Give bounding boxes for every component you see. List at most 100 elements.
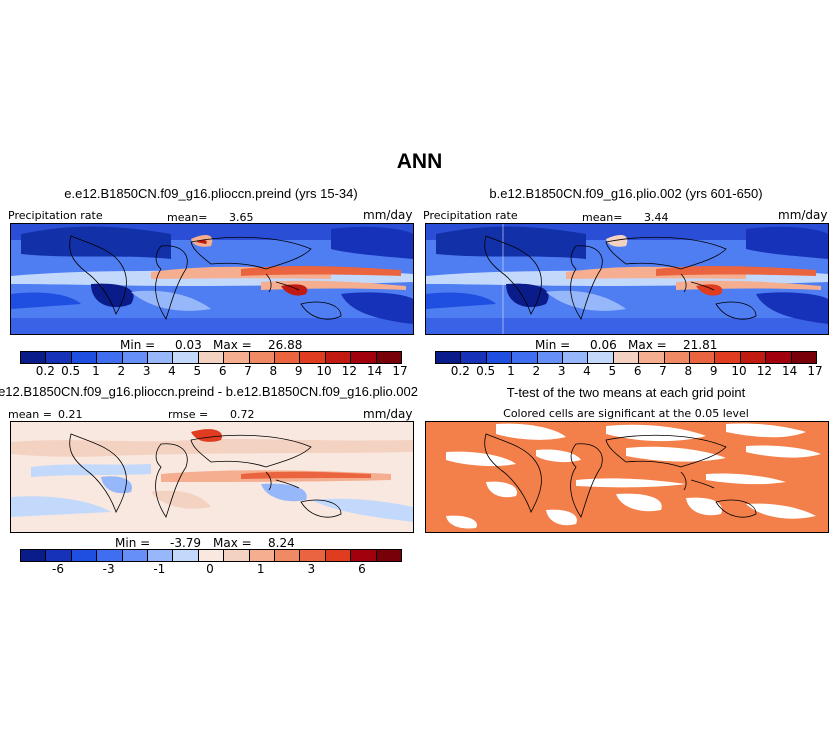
colorbar-swatch [97, 352, 123, 363]
colorbar-tick-label: -3 [102, 562, 115, 576]
panel3-mean-value: 0.21 [58, 408, 83, 421]
panel1-colorbar [20, 351, 402, 364]
colorbar-swatch [21, 550, 47, 561]
colorbar-tick-label: -6 [52, 562, 64, 576]
colorbar-tick-label: 6 [633, 364, 642, 378]
panel2-max-label: Max = [628, 338, 667, 352]
colorbar-swatch [563, 352, 589, 363]
colorbar-tick-label: 0 [206, 562, 214, 576]
colorbar-swatch [148, 352, 174, 363]
colorbar-swatch [436, 352, 462, 363]
panel1-min-value: 0.03 [175, 338, 202, 352]
panel1-mean-label: mean= [167, 211, 208, 224]
colorbar-tick-label: 10 [316, 364, 332, 378]
colorbar-swatch [173, 352, 199, 363]
panel2-label: Precipitation rate [423, 209, 518, 222]
colorbar-swatch [275, 550, 301, 561]
colorbar-swatch [639, 352, 665, 363]
colorbar-swatch [224, 550, 250, 561]
panel3-min-value: -3.79 [170, 536, 202, 550]
colorbar-swatch [613, 352, 640, 363]
colorbar-tick-label: 0.5 [476, 364, 496, 378]
colorbar-tick-label: 5 [193, 364, 202, 378]
panel1-max-value: 26.88 [268, 338, 303, 352]
panel1-max-label: Max = [213, 338, 252, 352]
colorbar-swatch [664, 352, 691, 363]
panel2-min-label: Min = [535, 338, 571, 352]
panel3-max-value: 8.24 [268, 536, 295, 550]
colorbar-swatch [351, 352, 377, 363]
colorbar-swatch [715, 352, 741, 363]
panel4-title: T-test of the two means at each grid poi… [506, 385, 746, 400]
panel3-map [10, 421, 414, 533]
colorbar-swatch [198, 352, 225, 363]
panel1-mean-value: 3.65 [229, 211, 254, 224]
colorbar-swatch [148, 550, 174, 561]
colorbar-swatch [198, 550, 225, 561]
colorbar-swatch [461, 352, 487, 363]
colorbar-swatch [21, 352, 47, 363]
colorbar-swatch [512, 352, 538, 363]
panel1-colorbar-ticks: 0.2 0.5 1 2 3 4 5 6 7 8 9 10 12 14 17 [20, 364, 408, 378]
panel1-map [10, 223, 414, 335]
colorbar-swatch [376, 352, 402, 363]
colorbar-tick-label: 9 [294, 364, 303, 378]
colorbar-swatch [766, 352, 792, 363]
colorbar-swatch [122, 352, 149, 363]
colorbar-tick-label: 14 [782, 364, 798, 378]
colorbar-swatch [537, 352, 564, 363]
colorbar-tick-label: 17 [807, 364, 823, 378]
panel3-max-label: Max = [213, 536, 252, 550]
colorbar-tick-label: 10 [731, 364, 747, 378]
panel2-colorbar-ticks: 0.2 0.5 1 2 3 4 5 6 7 8 9 10 12 14 17 [435, 364, 823, 378]
panel3-colorbar [20, 549, 402, 562]
colorbar-swatch [486, 352, 513, 363]
colorbar-swatch [46, 550, 72, 561]
colorbar-tick-label: 3 [142, 364, 151, 378]
colorbar-tick-label: 9 [709, 364, 718, 378]
panel2-units: mm/day [778, 208, 828, 222]
main-title: ANN [396, 150, 443, 173]
panel4-subtitle: Colored cells are significant at the 0.0… [503, 407, 749, 420]
colorbar-tick-label: 0.2 [450, 364, 470, 378]
colorbar-tick-label: 12 [756, 364, 772, 378]
panel2-map [425, 223, 829, 335]
colorbar-tick-label: 5 [608, 364, 617, 378]
colorbar-tick-label: 8 [684, 364, 693, 378]
colorbar-tick-label: 1 [256, 562, 265, 576]
colorbar-swatch [71, 352, 98, 363]
panel2-mean-label: mean= [582, 211, 623, 224]
colorbar-tick-label: 6 [358, 562, 366, 576]
colorbar-tick-label: 3 [307, 562, 316, 576]
colorbar-swatch [376, 550, 402, 561]
panel1-title: e.e12.B1850CN.f09_g16.plioccn.preind (yr… [64, 186, 358, 201]
colorbar-swatch [173, 550, 199, 561]
panel2-min-value: 0.06 [590, 338, 617, 352]
panel1-min-label: Min = [120, 338, 156, 352]
colorbar-tick-label: 0.5 [61, 364, 81, 378]
colorbar-tick-label: 0.2 [35, 364, 55, 378]
colorbar-tick-label: 3 [557, 364, 566, 378]
panel3-min-label: Min = [115, 536, 151, 550]
colorbar-swatch [249, 550, 276, 561]
panel1-label: Precipitation rate [8, 209, 103, 222]
colorbar-tick-label: 1 [507, 364, 515, 378]
colorbar-swatch [325, 550, 352, 561]
panel3-title-clip: e.e12.B1850CN.f09_g16.plioccn.preind - b… [0, 384, 418, 402]
colorbar-swatch [690, 352, 716, 363]
colorbar-swatch [740, 352, 767, 363]
colorbar-tick-label: 17 [392, 364, 408, 378]
colorbar-swatch [300, 352, 326, 363]
colorbar-swatch [46, 352, 72, 363]
panel3-mean-label: mean = [8, 408, 52, 421]
colorbar-tick-label: 1 [92, 364, 100, 378]
colorbar-swatch [325, 352, 352, 363]
colorbar-tick-label: 14 [367, 364, 383, 378]
colorbar-tick-label: 6 [218, 364, 227, 378]
colorbar-swatch [588, 352, 614, 363]
panel2-max-value: 21.81 [683, 338, 718, 352]
colorbar-swatch [275, 352, 301, 363]
colorbar-swatch [71, 550, 98, 561]
colorbar-swatch [351, 550, 377, 561]
colorbar-tick-label: 7 [659, 364, 667, 378]
